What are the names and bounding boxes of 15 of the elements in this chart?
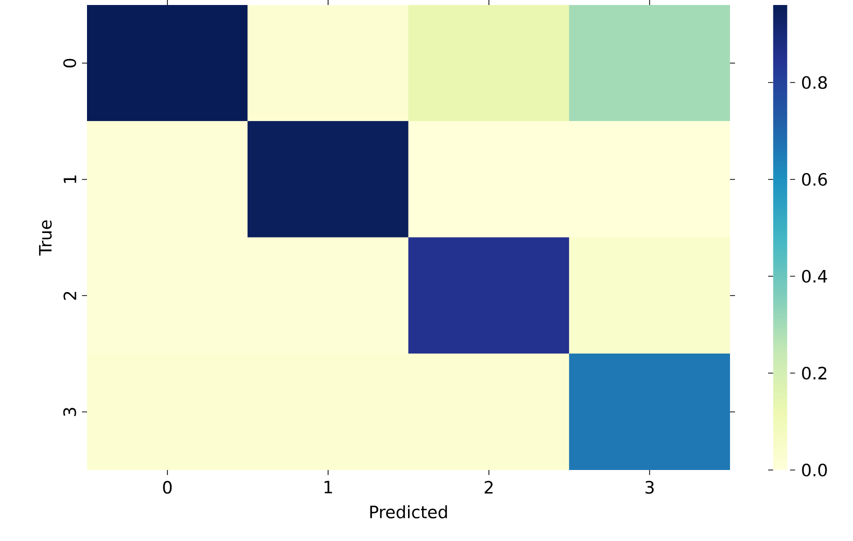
color-bar-label: 0.2 xyxy=(802,366,826,380)
color-bar-label: 0.0 xyxy=(802,464,827,476)
x-tick-label: 2 xyxy=(484,480,493,494)
x-tick-label: 3 xyxy=(646,480,654,494)
color-bar-label: 0.4 xyxy=(802,270,828,283)
y-tick-label: 2 xyxy=(64,292,76,300)
color-bar-label: 0.6 xyxy=(802,172,827,186)
y-axis-title: True xyxy=(39,220,52,256)
color-bar-label: 0.8 xyxy=(802,76,827,89)
y-tick-label: 3 xyxy=(63,408,76,416)
x-tick-label: 1 xyxy=(324,480,332,494)
y-tick-label: 1 xyxy=(64,176,76,183)
x-axis-title: Predicted xyxy=(370,505,447,518)
x-tick-label: 0 xyxy=(163,480,172,494)
y-tick-label: 0 xyxy=(63,58,76,68)
